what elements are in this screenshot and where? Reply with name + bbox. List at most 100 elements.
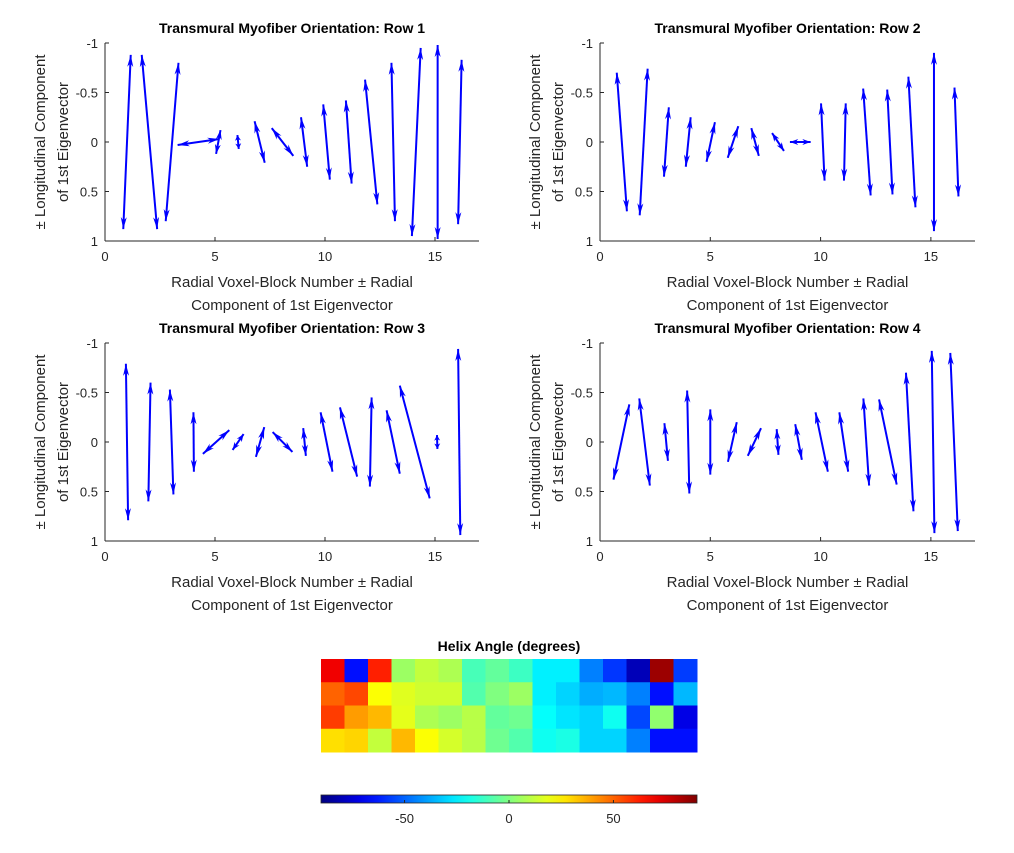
heatmap-cell — [438, 705, 463, 730]
y-tick-label: -1 — [581, 36, 593, 51]
y-axis-label: of 1st Eigenvector — [550, 82, 567, 202]
arrowhead — [190, 412, 197, 425]
arrowhead — [170, 482, 177, 495]
arrowhead — [684, 390, 691, 403]
y-axis-label: of 1st Eigenvector — [550, 382, 567, 502]
arrowhead — [612, 467, 619, 480]
arrowhead — [409, 223, 416, 237]
y-tick-label: 0 — [586, 435, 593, 450]
arrowhead — [351, 464, 358, 477]
arrowhead — [327, 459, 334, 472]
arrowhead — [731, 422, 738, 435]
arrowhead — [861, 88, 867, 101]
fiber-arrow — [878, 399, 898, 485]
fiber-arrow — [789, 139, 811, 145]
arrowhead — [320, 412, 326, 425]
colorbar: -50 0 50 — [320, 794, 698, 826]
arrowhead — [794, 424, 801, 437]
heatmap-cell — [556, 728, 580, 753]
heatmap-title: Helix Angle (degrees) — [438, 638, 581, 654]
y-tick-label: 0.5 — [80, 485, 98, 500]
arrowhead — [417, 47, 424, 61]
arrowhead — [153, 216, 160, 230]
heatmap-cell — [415, 659, 439, 683]
arrowhead — [174, 62, 181, 76]
arrowhead — [878, 399, 885, 412]
arrowhead — [299, 117, 306, 130]
arrowhead — [368, 397, 375, 410]
x-tick-label: 10 — [813, 249, 827, 264]
heatmap-cell — [626, 659, 651, 683]
arrow-shaft — [322, 104, 331, 180]
fiber-arrow — [145, 382, 154, 502]
fiber-arrow — [726, 125, 740, 159]
heatmap-cell — [603, 705, 627, 730]
fiber-arrow — [167, 389, 177, 495]
heatmap-cell — [391, 682, 416, 706]
arrowhead — [258, 150, 265, 163]
arrowhead — [747, 443, 756, 456]
arrow-shaft — [338, 407, 359, 477]
x-tick-label: 5 — [707, 249, 714, 264]
heatmap-cell — [673, 659, 698, 683]
heatmap-cell — [626, 682, 651, 706]
fiber-arrow — [771, 132, 785, 152]
fiber-arrow — [231, 433, 245, 451]
fiber-arrow — [884, 89, 895, 195]
arrow-shaft — [878, 399, 898, 485]
arrow-shaft — [862, 398, 871, 486]
heatmap-cell — [344, 728, 369, 753]
heatmap-cell — [556, 705, 580, 730]
arrow-shaft — [410, 47, 422, 237]
arrow-shaft — [140, 54, 159, 230]
heatmap-cell — [626, 705, 651, 730]
plot-title: Transmural Myofiber Orientation: Row 3 — [159, 320, 425, 336]
arrowhead — [367, 474, 374, 487]
fiber-arrow — [838, 412, 850, 472]
arrowhead — [821, 168, 828, 181]
heatmap-cell — [532, 705, 557, 730]
fiber-arrow — [455, 348, 464, 536]
arrow-shaft — [612, 404, 631, 480]
quiver-plot-row-4: Transmural Myofiber Orientation: Row 4 0 5… — [527, 320, 975, 614]
y-tick-label: 1 — [586, 234, 593, 249]
x-tick-label: 5 — [707, 549, 714, 564]
arrow-shaft — [457, 348, 462, 536]
arrowhead — [167, 389, 174, 402]
heatmap-cell — [462, 705, 486, 730]
heatmap-cell — [321, 682, 345, 706]
arrowhead — [802, 139, 811, 145]
heatmap-cell — [673, 728, 698, 753]
arrowhead — [838, 412, 845, 425]
fiber-arrow — [388, 62, 398, 222]
arrowhead — [637, 203, 644, 216]
fiber-arrow — [455, 59, 465, 225]
fiber-arrow — [202, 429, 230, 455]
arrowhead — [707, 409, 714, 422]
arrow-shaft — [662, 107, 670, 177]
x-axis-label: Radial Voxel-Block Number ± Radial — [171, 274, 413, 291]
heatmap-cell — [368, 682, 392, 706]
heatmap-cell — [415, 728, 439, 753]
y-axis-label: ± Longitudinal Component — [527, 54, 544, 230]
arrow-shaft — [638, 68, 649, 216]
y-tick-label: 0.5 — [575, 185, 593, 200]
fiber-arrow — [338, 407, 359, 477]
arrowhead — [774, 429, 781, 440]
arrowhead — [123, 363, 130, 376]
fiber-arrow — [774, 429, 781, 455]
y-axis-label: ± Longitudinal Component — [527, 354, 544, 530]
x-tick-label: 10 — [318, 549, 332, 564]
arrow-shaft — [814, 412, 829, 472]
fiber-arrow — [270, 127, 295, 157]
arrowhead — [190, 459, 197, 472]
arrowhead — [283, 144, 294, 156]
arrow-shaft — [838, 412, 850, 472]
heatmap-cell — [321, 728, 345, 753]
heatmap-cell — [368, 728, 392, 753]
heatmap-cell — [368, 659, 392, 683]
heatmap-cell — [556, 682, 580, 706]
arrowhead — [951, 87, 958, 100]
fiber-arrow — [726, 421, 738, 463]
